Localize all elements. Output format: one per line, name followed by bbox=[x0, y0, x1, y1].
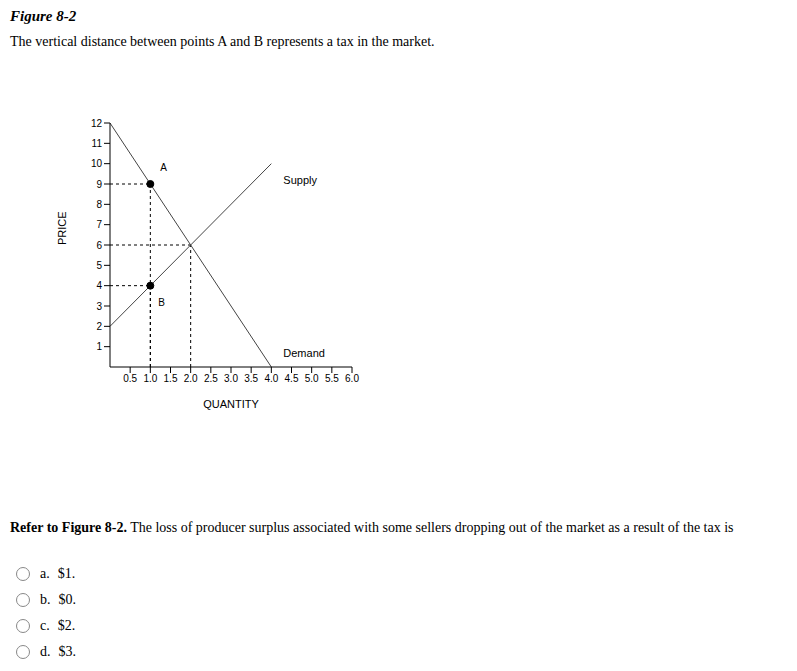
html-text:Figure 8-2: Figure 8-2 bbox=[10, 8, 77, 24]
html-text:c.: c. bbox=[40, 618, 50, 633]
html-text:a.: a. bbox=[40, 566, 50, 581]
svg-text:3: 3 bbox=[96, 301, 102, 312]
svg-text:3.0: 3.0 bbox=[224, 373, 238, 384]
html-text:The vertical distance between: The vertical distance between points A a… bbox=[10, 34, 435, 49]
svg-text:8: 8 bbox=[96, 199, 102, 210]
svg-text:10: 10 bbox=[91, 158, 103, 169]
html-text:$0.: $0. bbox=[58, 592, 76, 607]
svg-text:4: 4 bbox=[96, 280, 102, 291]
svg-text:3.5: 3.5 bbox=[244, 373, 258, 384]
html-text:Refer to Figure 8-2. The loss: Refer to Figure 8-2. The loss of produce… bbox=[10, 520, 734, 535]
svg-text:0.5: 0.5 bbox=[123, 373, 137, 384]
svg-text:A: A bbox=[160, 162, 167, 173]
svg-text:2.0: 2.0 bbox=[184, 373, 198, 384]
svg-text:9: 9 bbox=[96, 179, 102, 190]
svg-text:11: 11 bbox=[92, 138, 103, 149]
svg-text:6: 6 bbox=[96, 240, 102, 251]
html-text:$2.: $2. bbox=[57, 618, 76, 633]
svg-text:5.0: 5.0 bbox=[305, 373, 319, 384]
html-text:$3.: $3. bbox=[58, 644, 76, 659]
html-text:b.: b. bbox=[40, 592, 51, 607]
svg-text:1.5: 1.5 bbox=[164, 373, 178, 384]
svg-text:PRICE: PRICE bbox=[56, 211, 68, 245]
svg-text:B: B bbox=[158, 297, 165, 308]
svg-text:7: 7 bbox=[96, 219, 102, 230]
svg-text:4.0: 4.0 bbox=[264, 373, 278, 384]
svg-text:5.5: 5.5 bbox=[325, 373, 339, 384]
svg-text:1.0: 1.0 bbox=[143, 373, 157, 384]
svg-text:QUANTITY: QUANTITY bbox=[203, 398, 259, 410]
svg-text:Demand: Demand bbox=[283, 347, 325, 359]
svg-text:Supply: Supply bbox=[283, 174, 317, 186]
html-text:$1.: $1. bbox=[57, 566, 76, 581]
svg-text:2.5: 2.5 bbox=[204, 373, 218, 384]
svg-text:2: 2 bbox=[96, 321, 102, 332]
html-text:d.: d. bbox=[40, 644, 51, 659]
svg-text:4.5: 4.5 bbox=[285, 373, 299, 384]
svg-text:1: 1 bbox=[96, 341, 102, 352]
svg-text:12: 12 bbox=[91, 118, 103, 129]
svg-text:5: 5 bbox=[96, 260, 102, 271]
svg-text:6.0: 6.0 bbox=[345, 373, 359, 384]
